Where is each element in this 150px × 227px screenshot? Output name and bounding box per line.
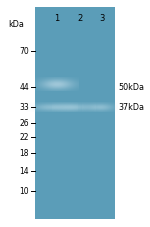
Text: 37kDa: 37kDa	[118, 103, 144, 112]
Text: 10: 10	[19, 187, 29, 196]
Bar	[35, 8, 115, 219]
Text: 3: 3	[99, 14, 105, 23]
Text: 18: 18	[20, 149, 29, 158]
Text: 2: 2	[77, 14, 83, 23]
Text: 70: 70	[19, 47, 29, 56]
Text: kDa: kDa	[8, 20, 24, 29]
Text: 44: 44	[19, 83, 29, 92]
Text: 14: 14	[19, 167, 29, 176]
Text: 50kDa: 50kDa	[118, 83, 144, 92]
Text: 22: 22	[20, 133, 29, 142]
Text: 26: 26	[19, 119, 29, 128]
Text: 33: 33	[19, 103, 29, 112]
Text: 1: 1	[54, 14, 60, 23]
